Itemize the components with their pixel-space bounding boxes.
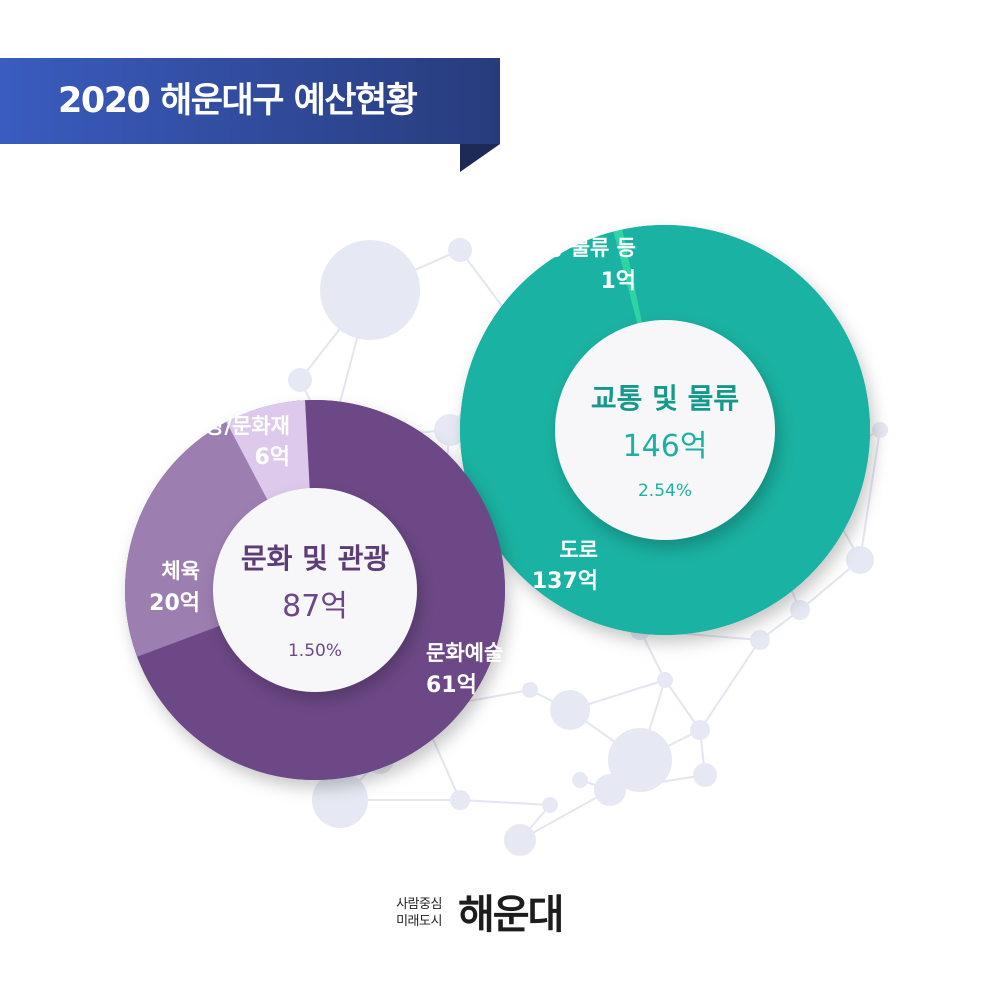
network-node	[312, 772, 368, 828]
network-node	[790, 600, 810, 620]
network-node	[504, 824, 536, 856]
slice-label-value: 137억	[532, 569, 598, 594]
network-node	[693, 763, 717, 787]
chart-share: 2.54%	[638, 481, 692, 501]
haeundae-logo: 해운대	[458, 892, 564, 938]
network-link	[664, 679, 701, 731]
network-node	[450, 790, 470, 810]
network-link	[859, 429, 881, 561]
page-title: 2020 해운대구 예산현황	[58, 81, 418, 121]
donut-center	[555, 320, 775, 540]
network-link	[459, 799, 551, 806]
network-node	[657, 672, 673, 688]
donut-center	[213, 488, 417, 692]
slice-label-name: 문화예술	[426, 641, 503, 665]
donut-chart-2: 문화 및 관광 87억 1.50% 문화예술 61억 체육 20억 관광/문화재 6억	[125, 400, 506, 780]
slice-label-name: 관광/문화재	[186, 414, 290, 438]
network-link	[519, 789, 611, 841]
network-node	[288, 368, 312, 392]
slice-label-name: 체육	[161, 559, 200, 583]
banner-shape	[0, 58, 500, 172]
footer-logo: 사람중심 미래도시 해운대	[386, 890, 626, 950]
title-banner: 2020 해운대구 예산현황	[0, 58, 500, 172]
network-node	[542, 797, 558, 813]
chart-total: 146억	[623, 429, 708, 464]
slogan-line-2: 미래도시	[396, 914, 442, 929]
slogan-line-1: 사람중심	[396, 897, 442, 912]
network-node	[594, 774, 626, 806]
network-node	[550, 690, 590, 730]
slice-label-name: 대중교통 물류 등	[486, 236, 636, 260]
network-node	[448, 238, 472, 262]
slice-label-value: 61억	[426, 673, 477, 698]
network-node	[846, 546, 874, 574]
network-link	[699, 639, 761, 731]
slogan: 사람중심 미래도시	[386, 896, 452, 930]
slice-label-value: 20억	[149, 591, 200, 616]
network-node	[750, 630, 770, 650]
network-node	[522, 682, 538, 698]
network-node	[608, 728, 672, 792]
slice-label-name: 도로	[559, 538, 598, 562]
network-node	[320, 240, 420, 340]
slice-label-value: 1억	[600, 269, 636, 294]
chart-title: 문화 및 관광	[241, 542, 390, 575]
chart-title: 교통 및 물류	[591, 382, 739, 415]
network-node	[690, 720, 710, 740]
chart-total: 87억	[282, 589, 348, 624]
chart-share: 1.50%	[288, 641, 342, 661]
network-node	[872, 422, 888, 438]
network-node	[434, 414, 466, 446]
slice-label-value: 6억	[254, 445, 290, 470]
network-node	[572, 772, 588, 788]
